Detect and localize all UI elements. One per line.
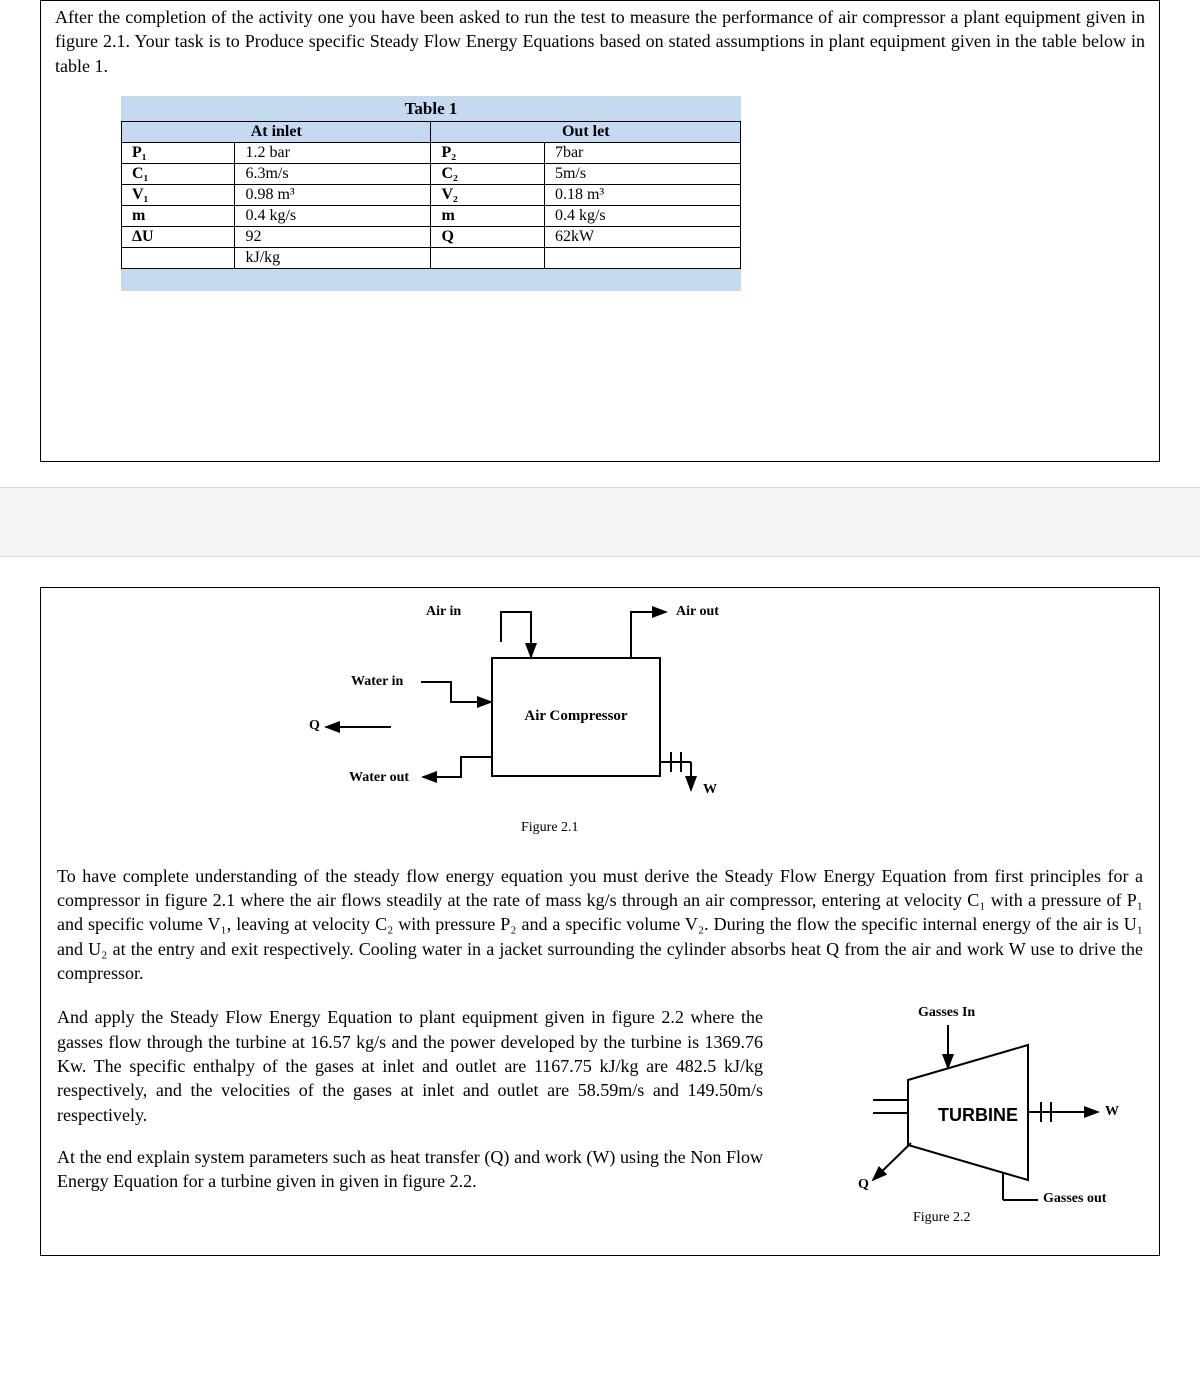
paragraph-2: And apply the Steady Flow Energy Equatio… <box>57 1005 763 1126</box>
figure-2-1: Air Compressor Air in Air out Water in W… <box>201 602 761 842</box>
label-w: W <box>703 782 717 798</box>
label-q-2: Q <box>858 1177 869 1193</box>
paragraph-3: At the end explain system parameters suc… <box>57 1145 763 1194</box>
table-row: C₁ 6.3m/s C₂ 5m/s <box>122 163 741 184</box>
paragraph-1: To have complete understanding of the st… <box>57 864 1143 985</box>
label-water-out: Water out <box>349 770 409 786</box>
table-row: ΔU 92 Q 62kW <box>122 226 741 247</box>
figure-2-1-svg <box>201 602 761 842</box>
data-table: At inlet Out let P₁ 1.2 bar P₂ 7bar C₁ 6… <box>121 121 741 269</box>
label-q: Q <box>309 718 320 734</box>
header-inlet: At inlet <box>122 121 431 142</box>
label-turbine: TURBINE <box>938 1105 1018 1126</box>
compressor-box: Air Compressor <box>491 657 661 777</box>
label-w-2: W <box>1105 1104 1119 1120</box>
table-row: P₁ 1.2 bar P₂ 7bar <box>122 142 741 163</box>
header-outlet: Out let <box>431 121 741 142</box>
label-gasses-in: Gasses In <box>918 1005 975 1021</box>
page-box-top: After the completion of the activity one… <box>40 0 1160 462</box>
figure-2-2-caption: Figure 2.2 <box>913 1210 971 1226</box>
figure-2-1-caption: Figure 2.1 <box>521 820 579 836</box>
page-gap <box>0 487 1200 557</box>
table-1: Table 1 At inlet Out let P₁ 1.2 bar P₂ 7… <box>121 96 741 291</box>
page-box-bottom: Air Compressor Air in Air out Water in W… <box>40 587 1160 1256</box>
label-gasses-out: Gasses out <box>1043 1191 1106 1207</box>
table-row: m 0.4 kg/s m 0.4 kg/s <box>122 205 741 226</box>
table-row: V₁ 0.98 m³ V₂ 0.18 m³ <box>122 184 741 205</box>
table-caption: Table 1 <box>121 96 741 121</box>
label-air-out: Air out <box>676 604 719 620</box>
row-turbine: And apply the Steady Flow Energy Equatio… <box>57 1005 1143 1225</box>
label-water-in: Water in <box>351 674 403 690</box>
intro-paragraph: After the completion of the activity one… <box>55 5 1145 78</box>
table-footer-strip <box>121 269 741 291</box>
figure-2-2: Gasses In TURBINE W Q Gasses out Figure … <box>803 1005 1123 1225</box>
table-row: kJ/kg <box>122 247 741 268</box>
label-air-in: Air in <box>426 604 461 620</box>
